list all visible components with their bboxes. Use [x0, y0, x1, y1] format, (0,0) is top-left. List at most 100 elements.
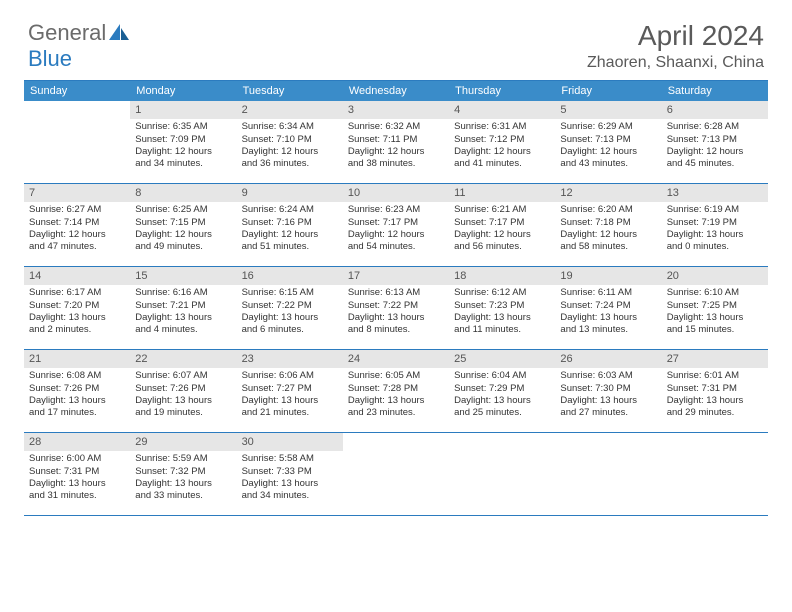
- daylight-text: Daylight: 13 hours: [667, 229, 763, 241]
- daylight-text: and 54 minutes.: [348, 241, 444, 253]
- calendar-day: 21Sunrise: 6:08 AMSunset: 7:26 PMDayligh…: [24, 350, 130, 432]
- day-number: 22: [130, 350, 236, 368]
- sunrise-text: Sunrise: 5:59 AM: [135, 453, 231, 465]
- sunrise-text: Sunrise: 6:01 AM: [667, 370, 763, 382]
- calendar-day: 17Sunrise: 6:13 AMSunset: 7:22 PMDayligh…: [343, 267, 449, 349]
- sunrise-text: Sunrise: 6:07 AM: [135, 370, 231, 382]
- day-number: 26: [555, 350, 661, 368]
- daylight-text: and 34 minutes.: [135, 158, 231, 170]
- daylight-text: Daylight: 13 hours: [454, 395, 550, 407]
- sunrise-text: Sunrise: 6:08 AM: [29, 370, 125, 382]
- sunset-text: Sunset: 7:22 PM: [242, 300, 338, 312]
- daylight-text: Daylight: 12 hours: [135, 146, 231, 158]
- daylight-text: and 23 minutes.: [348, 407, 444, 419]
- sunset-text: Sunset: 7:16 PM: [242, 217, 338, 229]
- daylight-text: Daylight: 12 hours: [29, 229, 125, 241]
- daylight-text: Daylight: 13 hours: [135, 395, 231, 407]
- daylight-text: and 38 minutes.: [348, 158, 444, 170]
- sunrise-text: Sunrise: 6:04 AM: [454, 370, 550, 382]
- day-number: 16: [237, 267, 343, 285]
- logo: General Blue: [28, 20, 129, 72]
- sunrise-text: Sunrise: 6:32 AM: [348, 121, 444, 133]
- daylight-text: Daylight: 13 hours: [667, 312, 763, 324]
- weekday-header: Wednesday: [343, 81, 449, 101]
- sunrise-text: Sunrise: 6:24 AM: [242, 204, 338, 216]
- day-number: 5: [555, 101, 661, 119]
- daylight-text: Daylight: 12 hours: [560, 146, 656, 158]
- day-number: 12: [555, 184, 661, 202]
- calendar-day: 19Sunrise: 6:11 AMSunset: 7:24 PMDayligh…: [555, 267, 661, 349]
- calendar-day: 5Sunrise: 6:29 AMSunset: 7:13 PMDaylight…: [555, 101, 661, 183]
- calendar-day: 16 Sunrise: 6:15 AMSunset: 7:22 PMDayligh…: [237, 267, 343, 349]
- sunset-text: Sunset: 7:21 PM: [135, 300, 231, 312]
- sunrise-text: Sunrise: 6:34 AM: [242, 121, 338, 133]
- daylight-text: and 15 minutes.: [667, 324, 763, 336]
- calendar-day: 8Sunrise: 6:25 AMSunset: 7:15 PMDaylight…: [130, 184, 236, 266]
- day-number: 18: [449, 267, 555, 285]
- calendar-day: 25Sunrise: 6:04 AMSunset: 7:29 PMDayligh…: [449, 350, 555, 432]
- calendar-day: 23Sunrise: 6:06 AMSunset: 7:27 PMDayligh…: [237, 350, 343, 432]
- sunset-text: Sunset: 7:17 PM: [348, 217, 444, 229]
- logo-sail-icon: [109, 20, 129, 46]
- daylight-text: and 34 minutes.: [242, 490, 338, 502]
- weekday-header: Tuesday: [237, 81, 343, 101]
- daylight-text: and 13 minutes.: [560, 324, 656, 336]
- sunrise-text: Sunrise: 6:05 AM: [348, 370, 444, 382]
- sunrise-text: Sunrise: 6:15 AM: [242, 287, 338, 299]
- daylight-text: and 2 minutes.: [29, 324, 125, 336]
- weekday-header: Sunday: [24, 81, 130, 101]
- sunset-text: Sunset: 7:10 PM: [242, 134, 338, 146]
- sunrise-text: Sunrise: 6:10 AM: [667, 287, 763, 299]
- daylight-text: Daylight: 12 hours: [135, 229, 231, 241]
- day-number: 17: [343, 267, 449, 285]
- daylight-text: Daylight: 12 hours: [348, 229, 444, 241]
- daylight-text: and 8 minutes.: [348, 324, 444, 336]
- daylight-text: Daylight: 13 hours: [29, 478, 125, 490]
- calendar: SundayMondayTuesdayWednesdayThursdayFrid…: [24, 80, 768, 516]
- day-number: 27: [662, 350, 768, 368]
- daylight-text: and 33 minutes.: [135, 490, 231, 502]
- sunrise-text: Sunrise: 6:17 AM: [29, 287, 125, 299]
- calendar-day: 6Sunrise: 6:28 AMSunset: 7:13 PMDaylight…: [662, 101, 768, 183]
- sunset-text: Sunset: 7:23 PM: [454, 300, 550, 312]
- daylight-text: and 6 minutes.: [242, 324, 338, 336]
- month-title: April 2024: [587, 20, 764, 52]
- calendar-day: 29Sunrise: 5:59 AMSunset: 7:32 PMDayligh…: [130, 433, 236, 515]
- calendar-body: 1Sunrise: 6:35 AMSunset: 7:09 PMDaylight…: [24, 101, 768, 516]
- calendar-day: 26Sunrise: 6:03 AMSunset: 7:30 PMDayligh…: [555, 350, 661, 432]
- sunrise-text: Sunrise: 6:25 AM: [135, 204, 231, 216]
- logo-text: General Blue: [28, 20, 129, 72]
- calendar-day: 12Sunrise: 6:20 AMSunset: 7:18 PMDayligh…: [555, 184, 661, 266]
- day-number: 25: [449, 350, 555, 368]
- calendar-day: 24Sunrise: 6:05 AMSunset: 7:28 PMDayligh…: [343, 350, 449, 432]
- sunset-text: Sunset: 7:11 PM: [348, 134, 444, 146]
- daylight-text: Daylight: 13 hours: [348, 395, 444, 407]
- daylight-text: and 43 minutes.: [560, 158, 656, 170]
- sunset-text: Sunset: 7:30 PM: [560, 383, 656, 395]
- calendar-day: 4Sunrise: 6:31 AMSunset: 7:12 PMDaylight…: [449, 101, 555, 183]
- calendar-day: [662, 433, 768, 515]
- sunset-text: Sunset: 7:09 PM: [135, 134, 231, 146]
- sunset-text: Sunset: 7:26 PM: [29, 383, 125, 395]
- daylight-text: and 49 minutes.: [135, 241, 231, 253]
- daylight-text: Daylight: 13 hours: [560, 312, 656, 324]
- sunrise-text: Sunrise: 6:16 AM: [135, 287, 231, 299]
- daylight-text: Daylight: 13 hours: [242, 312, 338, 324]
- daylight-text: and 0 minutes.: [667, 241, 763, 253]
- calendar-day: 13Sunrise: 6:19 AMSunset: 7:19 PMDayligh…: [662, 184, 768, 266]
- calendar-day: 1Sunrise: 6:35 AMSunset: 7:09 PMDaylight…: [130, 101, 236, 183]
- day-number: 11: [449, 184, 555, 202]
- sunset-text: Sunset: 7:31 PM: [667, 383, 763, 395]
- sunset-text: Sunset: 7:28 PM: [348, 383, 444, 395]
- sunset-text: Sunset: 7:18 PM: [560, 217, 656, 229]
- title-block: April 2024 Zhaoren, Shaanxi, China: [587, 20, 764, 72]
- daylight-text: Daylight: 12 hours: [454, 229, 550, 241]
- daylight-text: and 47 minutes.: [29, 241, 125, 253]
- sunset-text: Sunset: 7:31 PM: [29, 466, 125, 478]
- daylight-text: Daylight: 13 hours: [348, 312, 444, 324]
- sunrise-text: Sunrise: 6:12 AM: [454, 287, 550, 299]
- sunset-text: Sunset: 7:26 PM: [135, 383, 231, 395]
- weekday-header-row: SundayMondayTuesdayWednesdayThursdayFrid…: [24, 81, 768, 101]
- daylight-text: Daylight: 13 hours: [135, 478, 231, 490]
- day-number: 21: [24, 350, 130, 368]
